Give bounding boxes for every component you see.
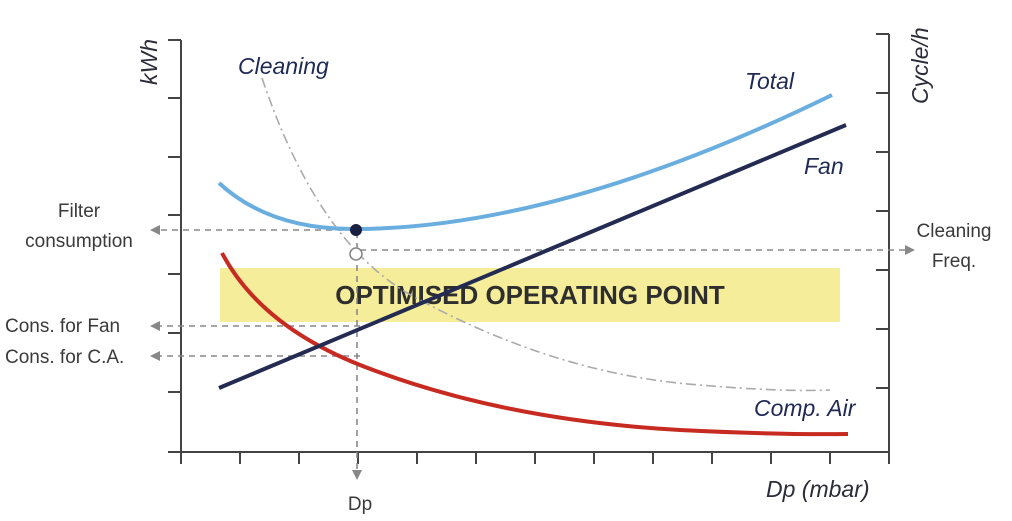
cons-ca-label: Cons. for C.A. xyxy=(5,347,124,368)
comp-air-curve-label: Comp. Air xyxy=(754,395,857,421)
total-curve xyxy=(217,93,833,232)
left-axis-unit: kWh xyxy=(136,39,162,85)
cleaning-freq-label-line1: Cleaning xyxy=(917,221,992,242)
x-axis-unit: Dp (mbar) xyxy=(766,476,870,502)
x-axis-ticks xyxy=(180,452,890,464)
fan-curve-label: Fan xyxy=(804,153,844,179)
left-axis-ticks xyxy=(168,39,181,393)
fan-curve xyxy=(218,123,847,390)
guide-lines xyxy=(150,225,915,480)
right-axis-ticks xyxy=(876,33,889,389)
cleaning-freq-label-line2: Freq. xyxy=(932,251,976,272)
markers xyxy=(349,224,363,261)
banner-text: OPTIMISED OPERATING POINT xyxy=(335,280,725,310)
filter-consumption-label-line2: consumption xyxy=(25,231,133,252)
axes xyxy=(168,33,890,464)
cleaning-curve xyxy=(261,77,831,392)
curves xyxy=(217,77,849,437)
optimised-operating-point-banner: OPTIMISED OPERATING POINT xyxy=(220,268,840,322)
banner-background xyxy=(220,268,840,322)
optimal-point-marker xyxy=(350,224,362,236)
comp-air-curve xyxy=(220,252,849,437)
right-axis-unit: Cycle/h xyxy=(907,27,933,104)
cleaning-point-marker xyxy=(349,247,363,261)
cons-fan-label: Cons. for Fan xyxy=(5,316,120,337)
dp-marker-label: Dp xyxy=(348,494,372,515)
total-curve-label: Total xyxy=(745,68,795,94)
cleaning-curve-label: Cleaning xyxy=(238,53,329,79)
filter-consumption-label-line1: Filter xyxy=(58,201,101,222)
